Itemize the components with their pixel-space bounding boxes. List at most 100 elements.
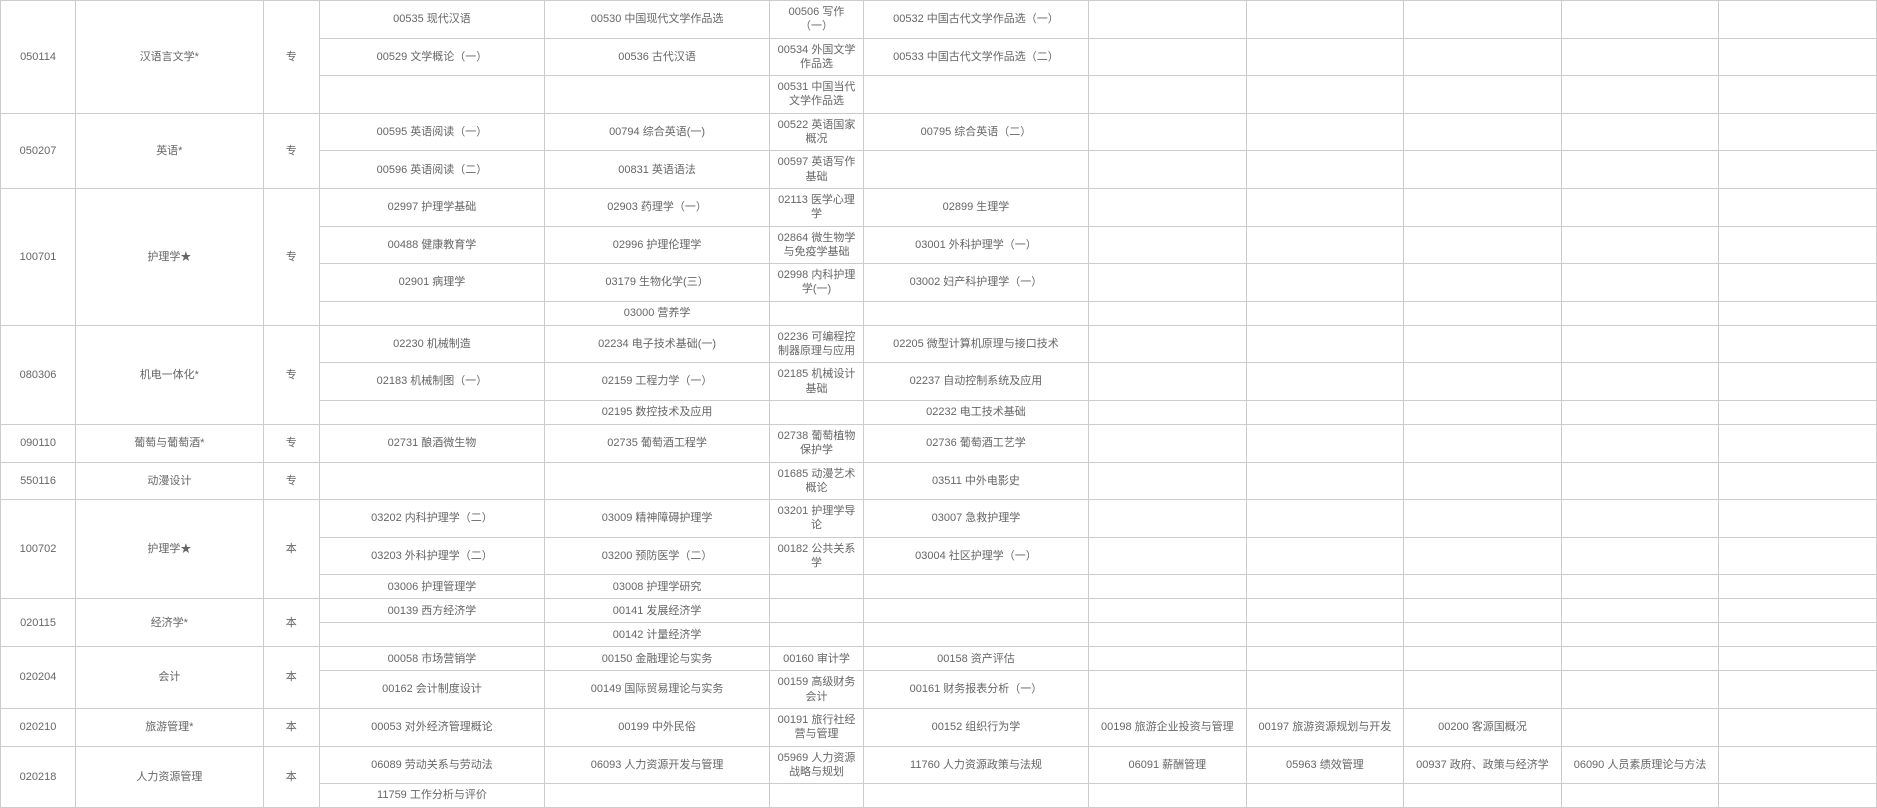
course-cell [1089, 38, 1247, 76]
course-cell [545, 462, 770, 500]
course-cell [319, 301, 544, 325]
course-cell [1246, 647, 1404, 671]
course-cell [1089, 671, 1247, 709]
course-cell [319, 462, 544, 500]
course-cell [1246, 226, 1404, 264]
major-name: 人力资源管理 [76, 746, 264, 808]
course-cell [1089, 500, 1247, 538]
table-row: 550116动漫设计专01685 动漫艺术概论03511 中外电影史 [1, 462, 1877, 500]
course-cell [770, 599, 864, 623]
course-cell: 00937 政府、政策与经济学 [1404, 746, 1562, 784]
course-cell: 00199 中外民俗 [545, 708, 770, 746]
course-cell [1719, 671, 1877, 709]
course-cell [1561, 623, 1719, 647]
course-cell: 00595 英语阅读（一） [319, 113, 544, 151]
major-code: 090110 [1, 424, 76, 462]
course-cell: 00531 中国当代文学作品选 [770, 76, 864, 114]
course-cell: 02996 护理伦理学 [545, 226, 770, 264]
course-cell [1561, 708, 1719, 746]
course-cell [1719, 188, 1877, 226]
course-cell [1719, 76, 1877, 114]
course-cell: 00488 健康教育学 [319, 226, 544, 264]
course-cell: 03511 中外电影史 [863, 462, 1088, 500]
course-cell [1089, 784, 1247, 808]
course-cell: 03201 护理学导论 [770, 500, 864, 538]
course-cell [863, 784, 1088, 808]
course-cell: 00795 综合英语（二） [863, 113, 1088, 151]
course-cell: 06093 人力资源开发与管理 [545, 746, 770, 784]
table-row: 090110葡萄与葡萄酒*专02731 酿酒微生物02735 葡萄酒工程学027… [1, 424, 1877, 462]
level: 专 [263, 1, 319, 114]
course-cell: 02236 可编程控制器原理与应用 [770, 325, 864, 363]
course-cell: 00506 写作（一） [770, 1, 864, 39]
level: 专 [263, 325, 319, 424]
course-cell [863, 575, 1088, 599]
course-cell: 02899 生理学 [863, 188, 1088, 226]
course-cell [1561, 264, 1719, 302]
level: 专 [263, 188, 319, 325]
course-cell [1246, 671, 1404, 709]
course-cell: 02185 机械设计基础 [770, 363, 864, 401]
course-cell: 00534 外国文学作品选 [770, 38, 864, 76]
level: 专 [263, 462, 319, 500]
table-row: 050207英语*专00595 英语阅读（一）00794 综合英语(一)0052… [1, 113, 1877, 151]
course-cell [1404, 38, 1562, 76]
course-cell: 00530 中国现代文学作品选 [545, 1, 770, 39]
major-name: 护理学★ [76, 188, 264, 325]
course-cell [1719, 647, 1877, 671]
course-cell: 00529 文学概论（一） [319, 38, 544, 76]
course-cell [1404, 599, 1562, 623]
course-cell: 00142 计量经济学 [545, 623, 770, 647]
course-cell: 02903 药理学（一） [545, 188, 770, 226]
course-cell [1246, 784, 1404, 808]
course-cell: 02159 工程力学（一） [545, 363, 770, 401]
course-cell: 03008 护理学研究 [545, 575, 770, 599]
course-cell: 02195 数控技术及应用 [545, 400, 770, 424]
major-code: 020218 [1, 746, 76, 808]
course-cell [319, 400, 544, 424]
course-cell: 00160 审计学 [770, 647, 864, 671]
level: 本 [263, 500, 319, 599]
course-cell [1089, 647, 1247, 671]
course-cell: 02113 医学心理学 [770, 188, 864, 226]
course-cell [1404, 500, 1562, 538]
major-name: 动漫设计 [76, 462, 264, 500]
course-cell [1089, 599, 1247, 623]
course-cell [1089, 76, 1247, 114]
course-cell [1561, 226, 1719, 264]
course-cell: 00535 现代汉语 [319, 1, 544, 39]
course-cell [1404, 363, 1562, 401]
course-cell: 00200 客源国概况 [1404, 708, 1562, 746]
major-code: 550116 [1, 462, 76, 500]
course-cell: 00536 古代汉语 [545, 38, 770, 76]
table-row: 080306机电一体化*专02230 机械制造02234 电子技术基础(一)02… [1, 325, 1877, 363]
course-cell [770, 784, 864, 808]
course-cell [1246, 400, 1404, 424]
course-cell [770, 400, 864, 424]
course-cell [1246, 462, 1404, 500]
course-cell [319, 76, 544, 114]
course-cell: 00597 英语写作基础 [770, 151, 864, 189]
table-row: 020115经济学*本00139 西方经济学00141 发展经济学 [1, 599, 1877, 623]
course-cell [1089, 400, 1247, 424]
course-cell: 02183 机械制图（一） [319, 363, 544, 401]
course-cell: 11759 工作分析与评价 [319, 784, 544, 808]
course-cell [1561, 424, 1719, 462]
course-cell [1719, 537, 1877, 575]
course-cell: 00198 旅游企业投资与管理 [1089, 708, 1247, 746]
course-cell [1561, 188, 1719, 226]
course-cell [545, 784, 770, 808]
course-cell [1246, 1, 1404, 39]
course-cell [863, 623, 1088, 647]
course-cell [1089, 325, 1247, 363]
course-cell [1246, 188, 1404, 226]
major-name: 葡萄与葡萄酒* [76, 424, 264, 462]
course-cell: 02997 护理学基础 [319, 188, 544, 226]
major-name: 汉语言文学* [76, 1, 264, 114]
course-cell [1719, 623, 1877, 647]
course-cell [1404, 113, 1562, 151]
course-cell: 00182 公共关系学 [770, 537, 864, 575]
major-code: 080306 [1, 325, 76, 424]
course-cell [1719, 38, 1877, 76]
course-cell [1719, 784, 1877, 808]
